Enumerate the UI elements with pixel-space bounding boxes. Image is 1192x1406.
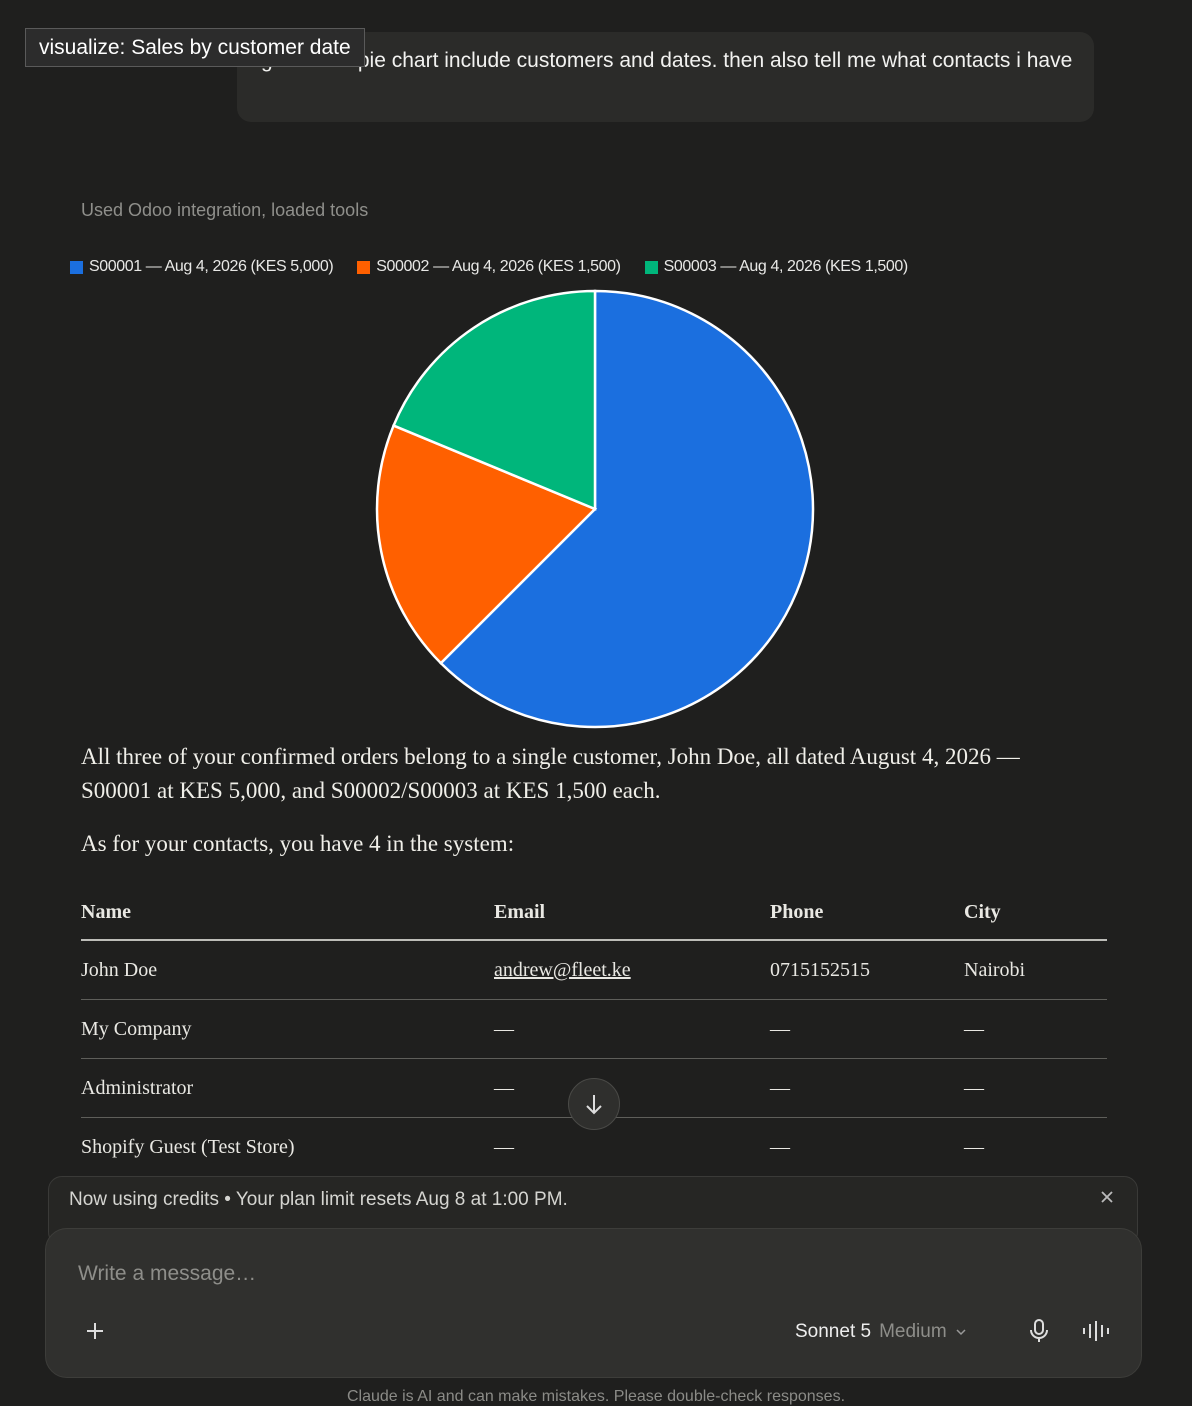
table-cell: — <box>494 1058 770 1118</box>
table-cell: Shopify Guest (Test Store) <box>81 1117 494 1177</box>
pie-slice <box>439 289 815 729</box>
table-cell: — <box>494 999 770 1059</box>
table-cell: — <box>964 1117 1107 1177</box>
legend-item: S00001 — Aug 4, 2026 (KES 5,000) <box>70 258 334 276</box>
tooltip: visualize: Sales by customer date <box>25 28 365 67</box>
table-cell: — <box>770 1058 964 1118</box>
legend-swatch <box>70 260 83 274</box>
add-button[interactable] <box>84 1320 106 1342</box>
tool-status[interactable]: Used Odoo integration, loaded tools <box>81 200 369 220</box>
table-cell: Administrator <box>81 1058 494 1118</box>
table-cell[interactable]: andrew@fleet.ke <box>494 940 770 1000</box>
table-row: John Doe andrew@fleet.ke 0715152515 Nairobi <box>81 940 1107 1000</box>
table-row: Shopify Guest (Test Store) — — — <box>81 1117 1107 1177</box>
table-cell: — <box>494 1117 770 1177</box>
legend-label: S00001 — Aug 4, 2026 (KES 5,000) <box>89 258 334 275</box>
composer: Write a message… Sonnet 5 Medium <box>45 1228 1142 1378</box>
scroll-down-button[interactable] <box>568 1078 620 1130</box>
paragraph: As for your contacts, you have 4 in the … <box>81 831 515 856</box>
voice-button[interactable] <box>1081 1319 1113 1343</box>
legend-label: S00003 — Aug 4, 2026 (KES 1,500) <box>663 258 909 275</box>
table-cell: John Doe <box>81 940 494 1000</box>
chevron <box>956 1329 966 1336</box>
table-cell: — <box>964 999 1107 1059</box>
column-header: City <box>964 885 1107 941</box>
table-cell: My Company <box>81 999 494 1059</box>
message-input[interactable]: Write a message… <box>78 1262 257 1285</box>
table-row: My Company — — — <box>81 999 1107 1059</box>
effort: Medium <box>879 1321 947 1342</box>
pie-slice <box>375 423 598 665</box>
table-row: Administrator — — — <box>81 1058 1107 1118</box>
model-selector[interactable]: Sonnet 5 Medium <box>795 1321 967 1343</box>
legend-swatch <box>357 260 371 274</box>
contacts-table: Name Email Phone City John Doe andrew@fleet.k… <box>81 885 1107 1177</box>
column-header: Name <box>81 885 494 941</box>
close-button[interactable] <box>1099 1189 1115 1205</box>
paragraph: All three of your confirmed orders belon… <box>81 744 1020 803</box>
legend-swatch <box>644 260 658 274</box>
legend: S00001 — Aug 4, 2026 (KES 5,000) S00002 —… <box>70 258 908 276</box>
legend-label: S00002 — Aug 4, 2026 (KES 1,500) <box>376 258 621 275</box>
legend-item: S00002 — Aug 4, 2026 (KES 1,500) <box>357 258 621 276</box>
arrow-icon <box>586 1095 602 1115</box>
column-header: Phone <box>770 885 964 941</box>
table-cell: 0715152515 <box>770 940 964 1000</box>
banner-text: Now using credits • Your plan limit rese… <box>69 1189 568 1210</box>
legend-item: S00003 — Aug 4, 2026 (KES 1,500) <box>644 258 909 276</box>
user-message: give me a pie chart include customers an… <box>237 32 1094 122</box>
table-cell: — <box>770 1117 964 1177</box>
model-name: Sonnet 5 <box>795 1321 872 1342</box>
disclaimer: Claude is AI and can make mistakes. Plea… <box>346 1388 846 1405</box>
column-header: Email <box>494 885 770 941</box>
table-cell: — <box>964 1058 1107 1118</box>
table-cell: — <box>770 999 964 1059</box>
mic-button[interactable] <box>1027 1317 1051 1345</box>
table-cell: Nairobi <box>964 940 1107 1000</box>
pie-chart <box>375 289 815 729</box>
pie-slice <box>391 289 597 511</box>
